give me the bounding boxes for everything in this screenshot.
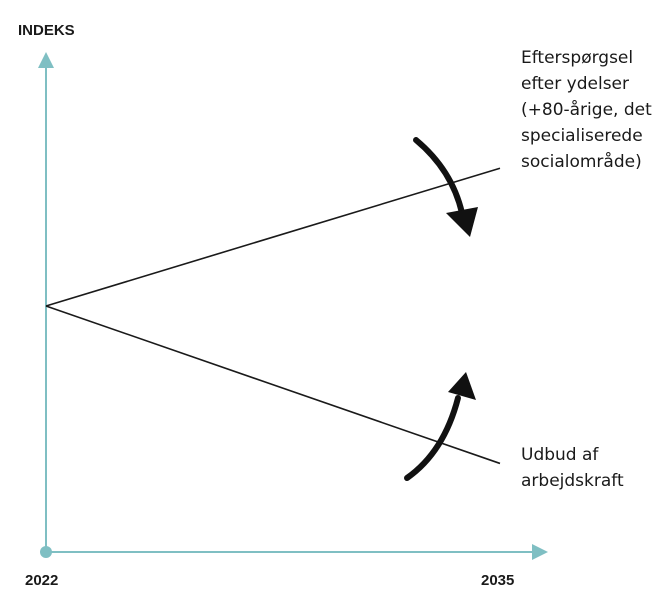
axis-origin-dot — [40, 546, 52, 558]
labor-supply-label-line: Udbud af — [521, 445, 599, 465]
demand-label-line: Efterspørgsel — [521, 48, 633, 68]
demand-label: Efterspørgsel efter ydelser (+80-årige, … — [521, 48, 657, 172]
demand-line — [45, 167, 501, 307]
demand-label-line: efter ydelser — [521, 74, 629, 94]
x-tick-label-start: 2022 — [25, 572, 58, 589]
demand-label-line: (+80-årige, det — [521, 99, 652, 120]
y-axis-label: INDEKS — [18, 22, 75, 39]
x-tick-label-end: 2035 — [481, 572, 514, 589]
curved-arrow-up-icon — [404, 372, 476, 481]
curved-arrow-down-icon — [413, 137, 478, 237]
labor-supply-label-line: arbejdskraft — [521, 471, 624, 491]
demand-label-line: socialområde) — [521, 151, 642, 172]
demand-label-line: specialiserede — [521, 126, 643, 146]
labor-supply-line — [45, 305, 501, 465]
labor-supply-label: Udbud af arbejdskraft — [521, 445, 624, 491]
